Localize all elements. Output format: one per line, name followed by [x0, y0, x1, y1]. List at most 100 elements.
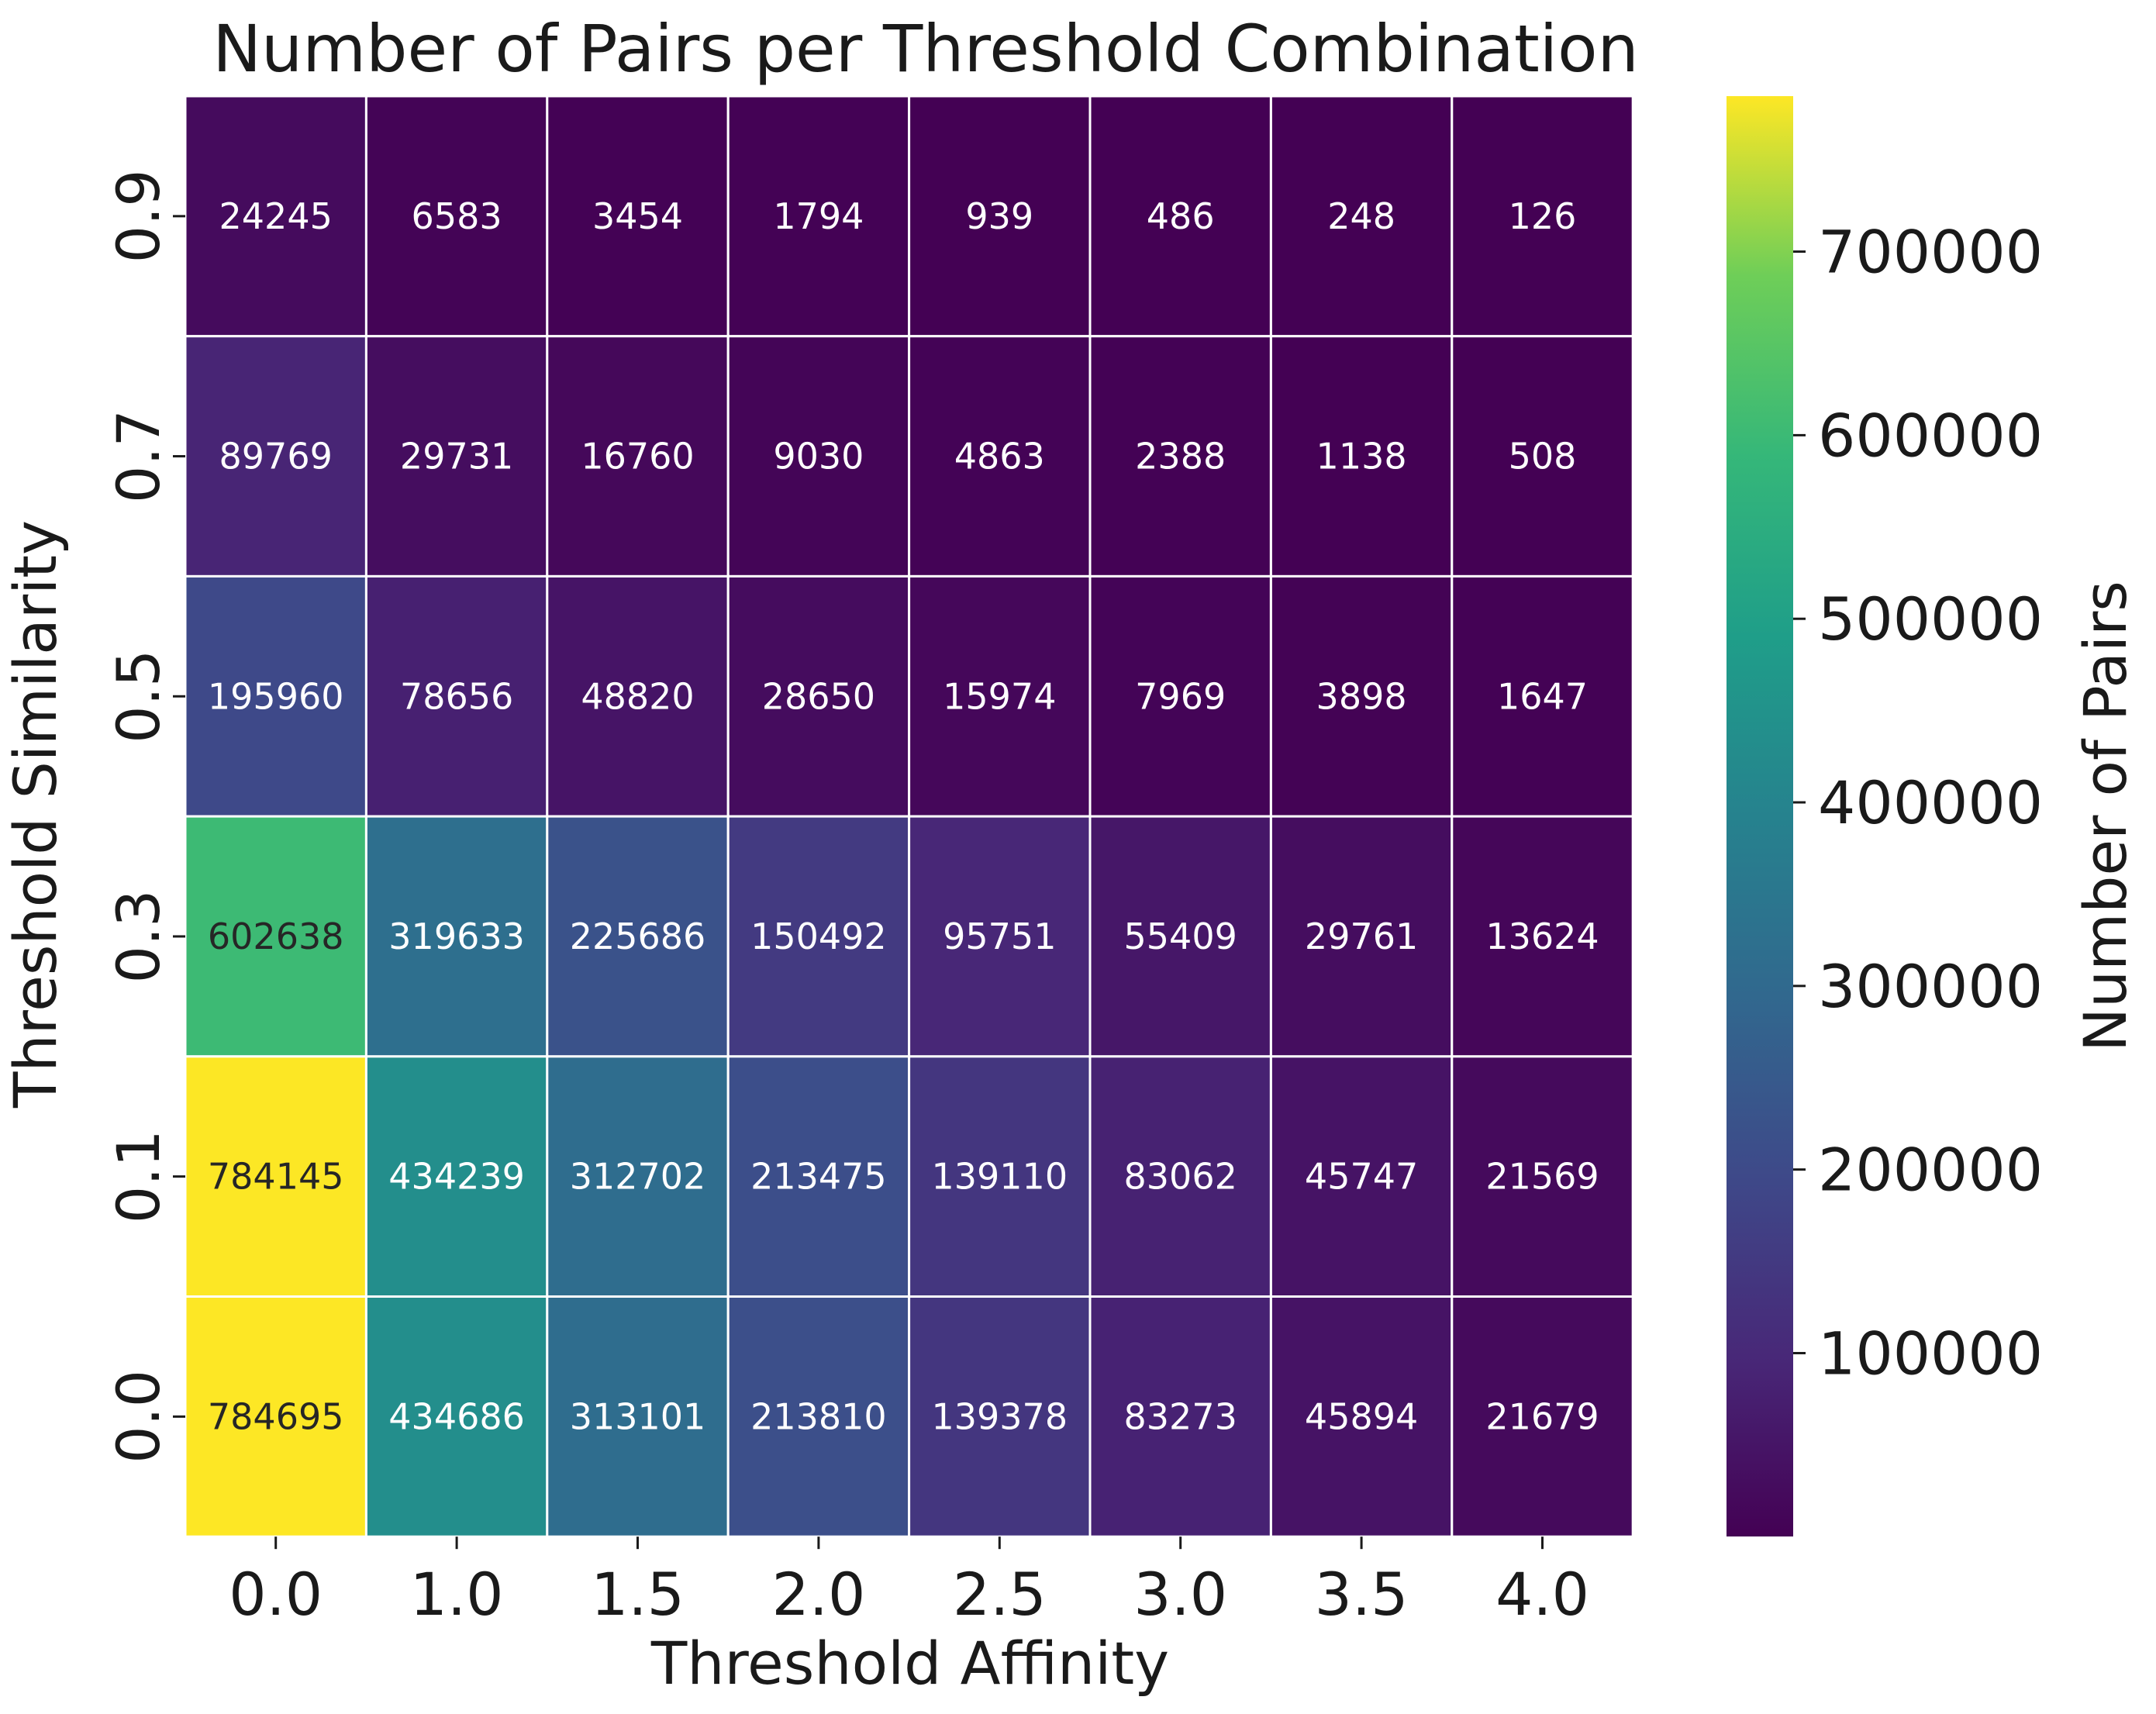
cell-value-label: 195960 [208, 675, 344, 717]
cell-value-label: 24245 [219, 195, 333, 237]
y-tick-label: 0.1 [104, 1129, 173, 1223]
heatmap-cell [364, 1295, 549, 1538]
heatmap-cell [184, 95, 367, 338]
cell-value-label: 213475 [750, 1156, 887, 1198]
cell-value-label: 248 [1327, 195, 1395, 237]
cell-value-label: 150492 [750, 916, 887, 957]
heatmap-cell [908, 574, 1092, 818]
cell-value-label: 28650 [762, 675, 875, 717]
cell-value-label: 55409 [1124, 916, 1237, 957]
colorbar-tick-label: 600000 [1818, 401, 2043, 470]
cell-value-label: 7969 [1135, 675, 1226, 717]
heatmap-cell [1451, 95, 1634, 338]
x-tick-label: 1.0 [410, 1560, 504, 1629]
y-tick-label: 0.9 [104, 169, 173, 263]
cell-value-label: 1138 [1316, 436, 1407, 478]
heatmap-cell [364, 95, 549, 338]
colorbar-tick-label: 500000 [1818, 585, 2043, 654]
heatmap-cell [1269, 574, 1454, 818]
heatmap-cell [726, 815, 911, 1058]
cell-value-label: 213810 [750, 1395, 887, 1437]
cell-value-label: 1794 [773, 195, 864, 237]
heatmap-cell [1088, 1055, 1272, 1298]
cell-value-label: 225686 [570, 916, 706, 957]
cell-value-label: 89769 [219, 436, 333, 478]
x-tick-label: 4.0 [1495, 1560, 1589, 1629]
chart-title: Number of Pairs per Threshold Combinatio… [212, 11, 1639, 87]
heatmap-cell [1088, 335, 1272, 578]
cell-value-label: 126 [1509, 195, 1577, 237]
heatmap-cell [546, 1295, 730, 1538]
cell-value-label: 434239 [388, 1156, 525, 1198]
colorbar [1727, 96, 1793, 1536]
y-tick-label: 0.7 [104, 409, 173, 503]
cell-value-label: 4863 [954, 436, 1045, 478]
heatmap-cell [726, 95, 911, 338]
cell-value-label: 486 [1147, 195, 1215, 237]
cell-value-label: 13624 [1485, 916, 1599, 957]
cell-value-label: 313101 [570, 1395, 706, 1437]
cell-value-label: 2388 [1135, 436, 1226, 478]
heatmap-cell [726, 1055, 911, 1298]
heatmap-cell [1088, 95, 1272, 338]
cell-value-label: 6583 [412, 195, 502, 237]
colorbar-tick-label: 100000 [1818, 1319, 2043, 1388]
y-tick-label: 0.3 [104, 890, 173, 984]
heatmap-cell [1451, 1295, 1634, 1538]
cell-value-label: 83273 [1124, 1395, 1237, 1437]
x-tick-label: 3.5 [1315, 1560, 1409, 1629]
cell-value-label: 16760 [581, 436, 694, 478]
cell-value-label: 139378 [931, 1395, 1068, 1437]
y-axis-ticks: 0.9 0.7 0.5 0.3 0.1 0.0 [104, 169, 185, 1464]
heatmap-cell [1088, 1295, 1272, 1538]
heatmap-cell [546, 95, 730, 338]
cell-value-label: 784145 [208, 1156, 344, 1198]
y-axis-label: Threshold Similarity [1, 520, 70, 1109]
heatmap-cell [908, 1295, 1092, 1538]
cell-value-label: 3898 [1316, 675, 1407, 717]
heatmap-cell [1269, 335, 1454, 578]
heatmap-cell [364, 574, 549, 818]
cell-value-label: 29731 [400, 436, 513, 478]
cell-value-label: 9030 [773, 436, 864, 478]
cell-value-label: 45894 [1305, 1395, 1418, 1437]
heatmap-cell [1451, 574, 1634, 818]
heatmap-cell [184, 574, 367, 818]
heatmap-cell [546, 574, 730, 818]
cell-value-label: 83062 [1124, 1156, 1237, 1198]
cell-value-label: 48820 [581, 675, 694, 717]
cell-value-label: 508 [1509, 436, 1577, 478]
cell-value-label: 78656 [400, 675, 513, 717]
x-tick-label: 2.5 [953, 1560, 1047, 1629]
heatmap-cell [1451, 1055, 1634, 1298]
x-tick-label: 3.0 [1133, 1560, 1227, 1629]
cell-value-label: 15974 [943, 675, 1056, 717]
heatmap-cell [908, 335, 1092, 578]
heatmap-cells: 24245 6583 3454 1794 939 486 248 126 89769 29731 1… [184, 95, 1634, 1538]
heatmap-cell [1088, 574, 1272, 818]
cell-value-label: 939 [965, 195, 1033, 237]
heatmap-cell [908, 1055, 1092, 1298]
colorbar-label: Number of Pairs [2071, 581, 2140, 1052]
heatmap-cell [908, 95, 1092, 338]
cell-value-label: 29761 [1305, 916, 1418, 957]
cell-value-label: 21679 [1485, 1395, 1599, 1437]
heatmap-cell [1269, 1295, 1454, 1538]
x-tick-label: 2.0 [771, 1560, 865, 1629]
cell-value-label: 1647 [1497, 675, 1588, 717]
cell-value-label: 3454 [592, 195, 683, 237]
x-axis-ticks: 0.0 1.0 1.5 2.0 2.5 3.0 3.5 4.0 [229, 1536, 1589, 1629]
heatmap-cell [364, 335, 549, 578]
colorbar-tick-label: 400000 [1818, 768, 2043, 837]
x-tick-label: 0.0 [229, 1560, 323, 1629]
cell-value-label: 95751 [943, 916, 1056, 957]
colorbar-tick-label: 700000 [1818, 218, 2043, 287]
x-axis-label: Threshold Affinity [650, 1629, 1169, 1698]
heatmap-cell [546, 815, 730, 1058]
heatmap-cell [1451, 335, 1634, 578]
cell-value-label: 312702 [570, 1156, 706, 1198]
heatmap-cell [1269, 815, 1454, 1058]
y-tick-label: 0.5 [104, 650, 173, 743]
